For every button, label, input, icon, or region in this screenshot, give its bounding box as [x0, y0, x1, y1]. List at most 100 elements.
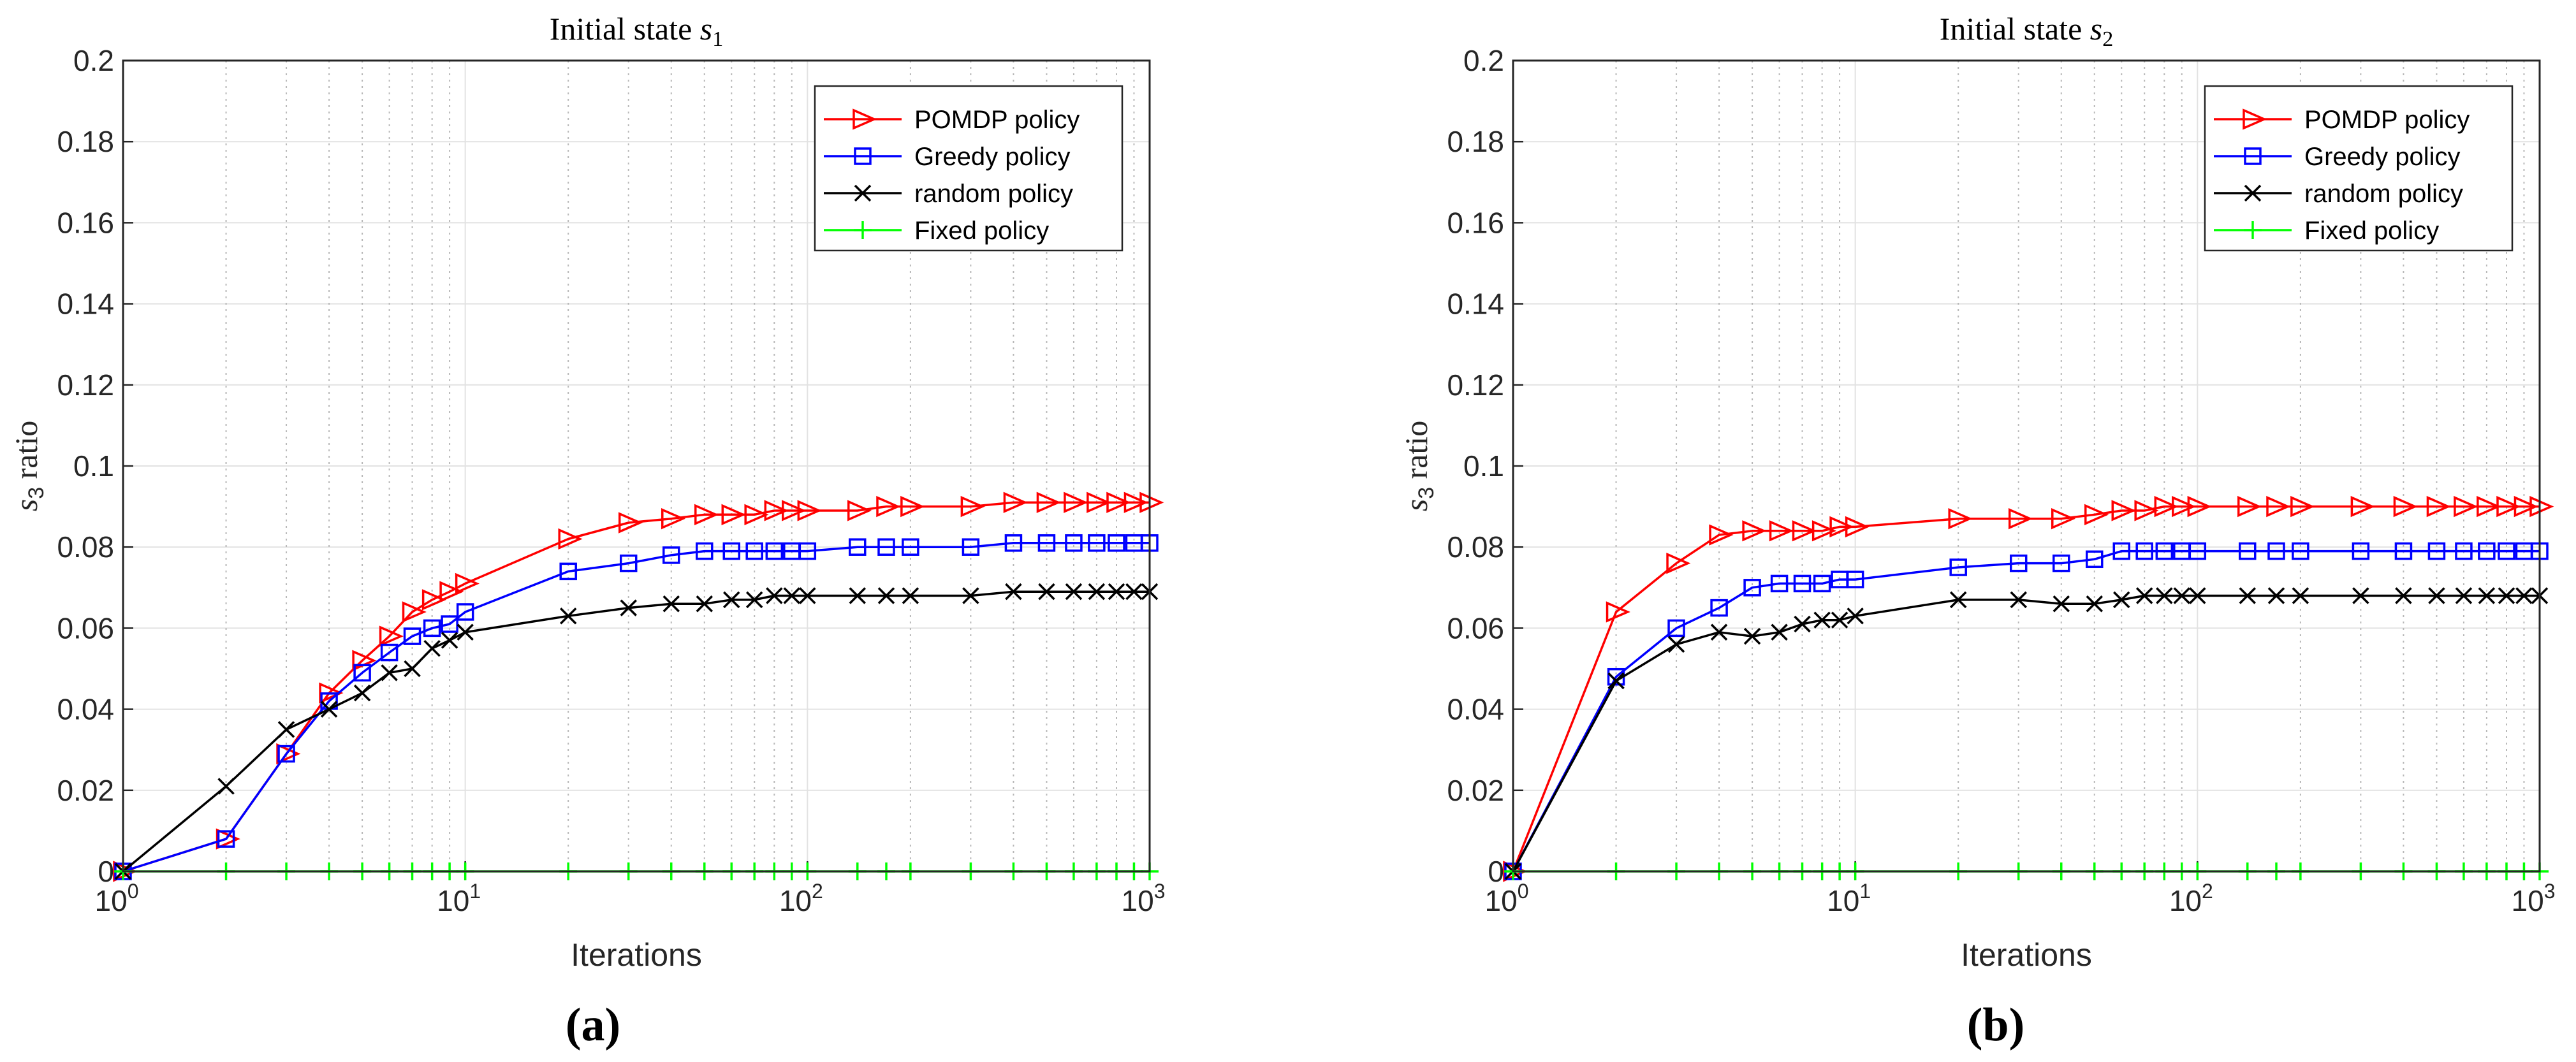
data-point: [877, 587, 895, 604]
data-point: [2352, 587, 2369, 604]
data-point: [2154, 495, 2179, 518]
data-point: [1607, 672, 1625, 690]
data-point: [320, 701, 338, 718]
data-point: [764, 500, 789, 521]
data-point: [1847, 607, 1864, 625]
data-point: [1829, 516, 1854, 538]
x-tick-label: 103: [1122, 880, 1166, 917]
data-point: [1125, 583, 1143, 600]
data-point: [745, 542, 763, 560]
y-tick-labels: 0 0.02 0.04 0.06 0.08 0.1 0.12 0.14 0.16 0.18 0.2: [1447, 44, 1504, 888]
data-point: [1123, 491, 1148, 513]
data-point: [1743, 627, 1761, 645]
data-point: [380, 643, 399, 662]
data-point: [403, 627, 421, 645]
data-point: [1710, 599, 1728, 617]
y-tick-label: 0.16: [57, 206, 114, 239]
data-point: [1667, 619, 1685, 637]
legend-label: random policy: [2304, 180, 2463, 208]
data-point: [2529, 495, 2554, 518]
data-point: [2008, 508, 2033, 530]
y-tick-label: 0.12: [1447, 368, 1504, 402]
y-tick-label: 0.02: [57, 774, 114, 807]
x-tick-label: 101: [437, 880, 481, 917]
plot-title: Initial state s1: [550, 11, 724, 51]
data-point: [423, 639, 441, 657]
data-point: [1036, 491, 1061, 513]
y-tick-label: 0.1: [1463, 449, 1504, 483]
legend-entry-random: random policy: [2214, 180, 2463, 208]
x-tick-label: 101: [1827, 880, 1871, 917]
data-point: [216, 828, 240, 850]
x-axis-title: Iterations: [571, 937, 702, 973]
legend-marker: [854, 221, 872, 239]
plot-box: [1512, 59, 2541, 873]
data-point: [1139, 491, 1164, 513]
legend-entry-greedy: Greedy policy: [824, 143, 1071, 171]
x-tick-labels: 100 101 102 103: [95, 880, 1166, 917]
panel-label: (b): [1967, 999, 2024, 1051]
data-point: [1769, 520, 1794, 542]
legend-entry-pomdp: POMDP policy: [2214, 106, 2470, 134]
y-tick-label: 0.02: [1447, 774, 1504, 807]
data-point: [2266, 495, 2291, 518]
data-point: [2237, 495, 2262, 518]
legend-marker: [2244, 221, 2262, 239]
legend-entry-pomdp: POMDP policy: [824, 106, 1079, 134]
data-point: [558, 528, 583, 550]
data-point: [421, 589, 447, 611]
data-point: [2498, 542, 2515, 560]
data-point: [2086, 595, 2104, 613]
data-point: [1088, 583, 1106, 600]
data-point: [2053, 554, 2070, 572]
data-point: [1606, 601, 1630, 623]
chart-panel-b: 00.020.040.060.080.10.120.140.160.180.2 …: [1398, 11, 2555, 1051]
data-point: [620, 599, 637, 616]
series-line: [1512, 594, 2540, 872]
data-point: [1005, 583, 1022, 600]
data-point: [1037, 534, 1056, 552]
data-point: [2292, 587, 2309, 604]
data-point: [2498, 587, 2515, 604]
series-pomdp: [1503, 495, 2554, 882]
data-point: [1793, 574, 1811, 593]
data-point: [1106, 491, 1131, 513]
y-tick-label: 0.18: [57, 125, 114, 158]
plot-lines: [113, 491, 1164, 882]
x-tick-label: 102: [779, 880, 823, 917]
y-tick-label: 0.18: [1447, 125, 1504, 158]
data-point: [1813, 574, 1831, 593]
data-point: [1004, 534, 1023, 552]
legend-label: Greedy policy: [914, 143, 1071, 171]
data-point: [2135, 542, 2153, 560]
data-point: [902, 587, 919, 604]
y-tick-label: 0.14: [57, 287, 114, 321]
data-point: [2454, 495, 2478, 518]
data-point: [2172, 495, 2197, 518]
data-point: [2173, 587, 2191, 604]
data-point: [2135, 587, 2153, 604]
data-point: [696, 542, 714, 560]
legend-marker: [2243, 108, 2267, 130]
data-point: [1813, 611, 1831, 629]
data-point: [559, 607, 577, 625]
data-point: [744, 504, 769, 525]
series-pomdp: [113, 491, 1164, 882]
data-point: [1064, 491, 1088, 513]
data-point: [2477, 495, 2501, 518]
data-point: [1831, 611, 1848, 629]
y-tick-label: 0.14: [1447, 287, 1504, 321]
data-point: [2188, 542, 2207, 560]
data-point: [1087, 491, 1111, 513]
data-point: [2086, 550, 2104, 569]
data-point: [745, 591, 763, 609]
data-point: [379, 625, 404, 647]
data-point: [2496, 495, 2521, 518]
data-point: [2134, 500, 2159, 521]
plot-title: Initial state s2: [1940, 11, 2114, 51]
data-point: [798, 542, 817, 560]
grid: [1512, 59, 2540, 873]
y-tick-label: 0.08: [57, 530, 114, 564]
data-point: [662, 546, 680, 564]
legend-label: random policy: [914, 180, 1073, 208]
